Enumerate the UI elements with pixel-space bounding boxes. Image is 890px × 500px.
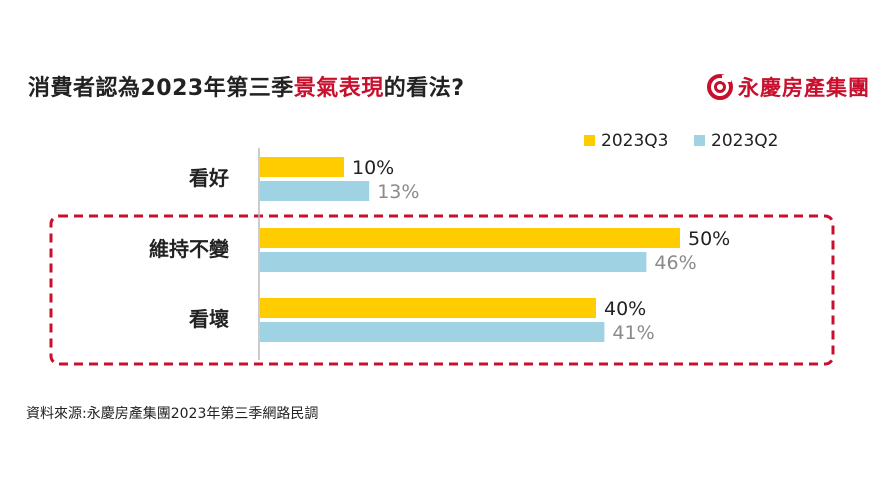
title-text-post: 的看法? [383, 76, 465, 101]
data-label: 50% [688, 228, 730, 250]
legend-swatch-2023q2 [694, 135, 705, 146]
bar-2023q2 [260, 181, 370, 201]
data-label: 41% [612, 322, 654, 344]
bar-2023q2 [260, 322, 605, 342]
legend-label: 2023Q2 [711, 131, 778, 151]
brand-name: 永慶房產集團 [738, 76, 870, 100]
highlight-dashed-box [49, 214, 835, 366]
category-label: 看壞 [189, 307, 229, 331]
title-text-highlight: 景氣表現 [293, 76, 384, 101]
data-label: 10% [352, 157, 394, 179]
category-label: 維持不變 [149, 237, 230, 261]
data-label: 40% [604, 298, 646, 320]
title-text-pre: 消費者認為2023年第三季 [28, 76, 294, 101]
swirl-logo-icon [707, 74, 733, 100]
data-label: 46% [654, 252, 696, 274]
source-note: 資料來源:永慶房產集團2023年第三季網路民調 [26, 406, 319, 422]
bar-2023q3 [260, 298, 596, 318]
legend-swatch-2023q3 [584, 135, 595, 146]
legend-label: 2023Q3 [601, 131, 668, 151]
brand-logo: 永慶房產集團 [706, 72, 870, 102]
category-label: 看好 [189, 166, 229, 190]
page-title: 消費者認為2023年第三季景氣表現的看法? [28, 70, 465, 102]
bar-2023q3 [260, 157, 344, 177]
bar-2023q3 [260, 228, 680, 248]
bar-2023q2 [260, 252, 647, 272]
data-label: 13% [377, 181, 419, 203]
